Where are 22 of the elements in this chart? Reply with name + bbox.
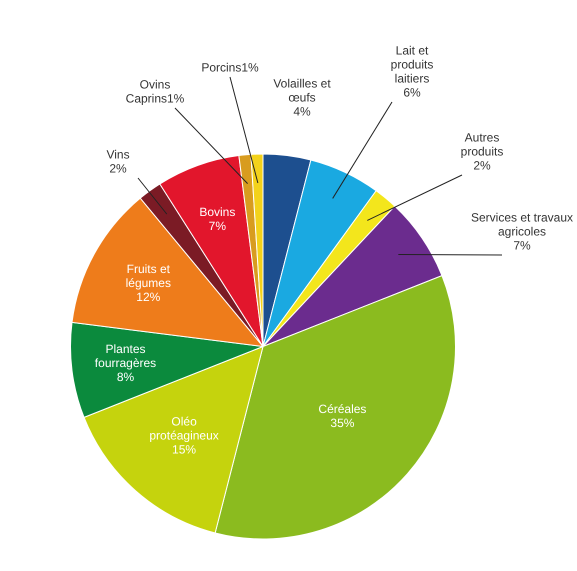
data-label: 7% [513,238,531,252]
data-label: 7% [208,219,226,234]
data-label: 2% [473,158,491,172]
slice-label: Ovins Caprins1% [126,77,185,106]
slice-label: Fruits et légumes [126,262,171,290]
slice-label: Services et travaux agricoles [470,210,574,238]
slice-label: Lait et produits laitiers [390,43,434,86]
slice-label: Plantes fourragères [94,342,156,370]
data-label: 4% [293,104,311,118]
slice-label: Bovins [199,205,236,220]
slice-label: Porcins1% [201,60,260,74]
data-label: 15% [172,442,196,456]
data-label: 8% [116,370,134,384]
slice-label: Vins [106,147,130,162]
data-label: 2% [109,161,127,176]
data-label: 6% [403,85,421,100]
data-label: 35% [330,416,355,430]
data-label: 12% [136,290,161,304]
slice-label: Autres produits [460,130,504,158]
slice-label: Céréales [318,402,366,416]
slice-label: Volailles et œufs [273,76,332,104]
slice-label: Oléo protéagineux [149,414,219,442]
